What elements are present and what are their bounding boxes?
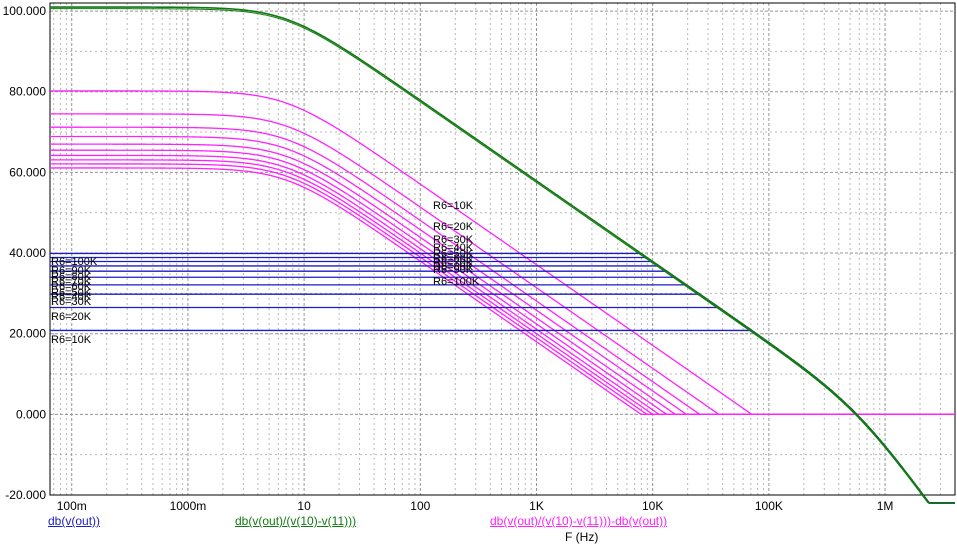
x-tick-labels: 100m 1000m 10 100 1K 10K 100K 1M [57, 499, 894, 513]
x-tick-label: 1K [529, 499, 544, 513]
out-param-label: R6=50K [51, 287, 92, 299]
loopgain-param-label: R6=70K [433, 257, 474, 269]
y-tick-label: 100.000 [3, 4, 47, 18]
loopgain-param-label: R6=10K [433, 200, 474, 212]
x-tick-label: 1000m [170, 499, 207, 513]
parameter-labels: R6=10KR6=20KR6=30KR6=40KR6=50KR6=60KR6=7… [51, 200, 480, 346]
loopgain-trace-R6=90K [50, 163, 955, 415]
loopgain-param-label: R6=90K [433, 264, 474, 276]
out-param-label: R6=20K [51, 311, 92, 323]
y-tick-label: 0.000 [16, 407, 46, 421]
loopgain-param-label: R6=50K [433, 248, 474, 260]
plot-frame [49, 2, 956, 496]
loopgain-trace-R6=60K [50, 149, 955, 415]
openloop-trace [50, 6, 955, 504]
y-tick-label: -20.000 [5, 488, 46, 502]
x-tick-label: 10 [297, 499, 311, 513]
out-param-label: R6=100K [51, 256, 98, 268]
x-axis-title: F (Hz) [565, 530, 599, 544]
loopgain-param-label: R6=60K [433, 253, 474, 265]
y-tick-label: 20.000 [9, 327, 46, 341]
out-trace-R6=70K [50, 265, 955, 504]
out-trace-R6=20K [50, 306, 955, 504]
out-param-label: R6=40K [51, 291, 92, 303]
traces [50, 6, 955, 504]
x-tick-label: 100K [755, 499, 783, 513]
y-tick-label: 40.000 [9, 246, 46, 260]
out-param-label: R6=70K [51, 276, 92, 288]
grid-lines [50, 3, 956, 496]
trace-name-out[interactable]: db(v(out)) [48, 514, 101, 528]
x-tick-label: 100 [410, 499, 430, 513]
out-trace-R6=10K [50, 329, 955, 504]
x-tick-label: 10K [642, 499, 663, 513]
y-tick-labels: -20.000 0.000 20.000 40.000 60.000 80.000 100.… [3, 4, 47, 502]
out-param-label: R6=30K [51, 296, 92, 308]
loopgain-param-label: R6=40K [433, 242, 474, 254]
loopgain-param-label: R6=20K [433, 221, 474, 233]
x-tick-label: 100m [57, 499, 87, 513]
out-trace-R6=30K [50, 293, 955, 504]
x-tick-label: 1M [877, 499, 894, 513]
out-param-label: R6=80K [51, 271, 92, 283]
y-tick-label: 80.000 [9, 85, 46, 99]
loopgain-param-label: R6=100K [433, 276, 480, 288]
openloop-trace-2 [50, 8, 955, 504]
out-param-label: R6=10K [51, 334, 92, 346]
out-trace-R6=100K [50, 252, 955, 504]
trace-name-loopgain[interactable]: db(v(out)/(v(10)-v(11)))-db(v(out)) [490, 514, 668, 528]
out-trace-R6=50K [50, 276, 955, 504]
trace-name-openloop[interactable]: db(v(out)/(v(10)-v(11))) [235, 514, 357, 528]
out-param-label: R6=90K [51, 265, 92, 277]
loopgain-param-label: R6=30K [433, 234, 474, 246]
out-param-label: R6=60K [51, 281, 92, 293]
loopgain-trace-R6=100K [50, 167, 955, 415]
loopgain-trace-R6=40K [50, 135, 955, 415]
loopgain-param-label: R6=80K [433, 261, 474, 273]
y-tick-label: 60.000 [9, 165, 46, 179]
